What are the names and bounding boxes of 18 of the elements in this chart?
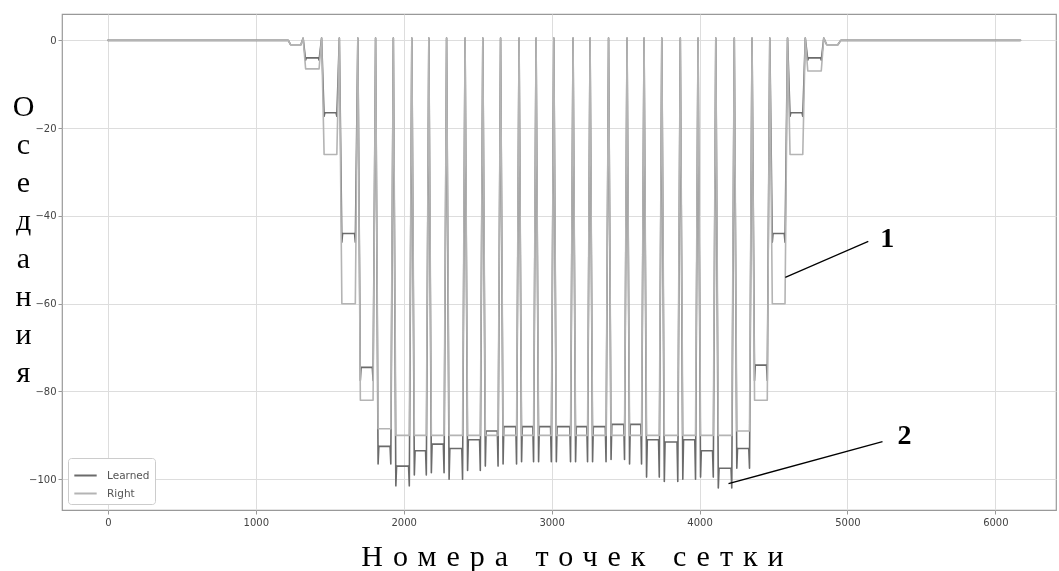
x-tick-label: 2000 (391, 516, 417, 528)
legend-label: Right (107, 486, 135, 499)
x-tick-label: 1000 (243, 516, 269, 528)
legend-label: Learned (107, 468, 150, 481)
annotation: 1 (880, 222, 895, 254)
y-tick-label: −100 (29, 473, 57, 485)
x-axis-title: Номера точек сетки (361, 538, 794, 571)
x-tick-label: 0 (105, 516, 112, 528)
y-tick-label: −40 (35, 210, 57, 222)
x-tick-label: 3000 (539, 516, 565, 528)
x-tick-label: 6000 (983, 516, 1009, 528)
y-tick-label: 0 (50, 34, 57, 46)
y-tick-label: −20 (35, 122, 57, 134)
y-tick-label: −80 (35, 385, 57, 397)
x-tick-label: 4000 (687, 516, 713, 528)
annotation: 2 (897, 418, 912, 450)
x-tick-label: 5000 (835, 516, 861, 528)
y-tick-label: −60 (35, 298, 57, 310)
